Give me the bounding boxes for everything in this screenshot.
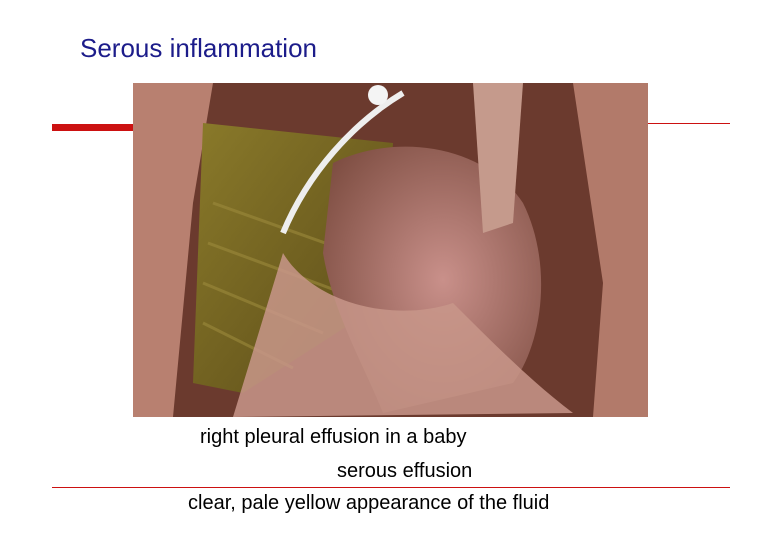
accent-rule [648,123,730,124]
caption: serous effusion [337,460,473,482]
specimen-photo [133,83,648,417]
slide-title: Serous inflammation [80,33,317,63]
accent-bar [52,124,134,131]
divider-rule [52,487,730,488]
caption: clear, pale yellow appearance of the flu… [188,492,550,514]
caption: right pleural effusion in a baby [200,426,467,448]
